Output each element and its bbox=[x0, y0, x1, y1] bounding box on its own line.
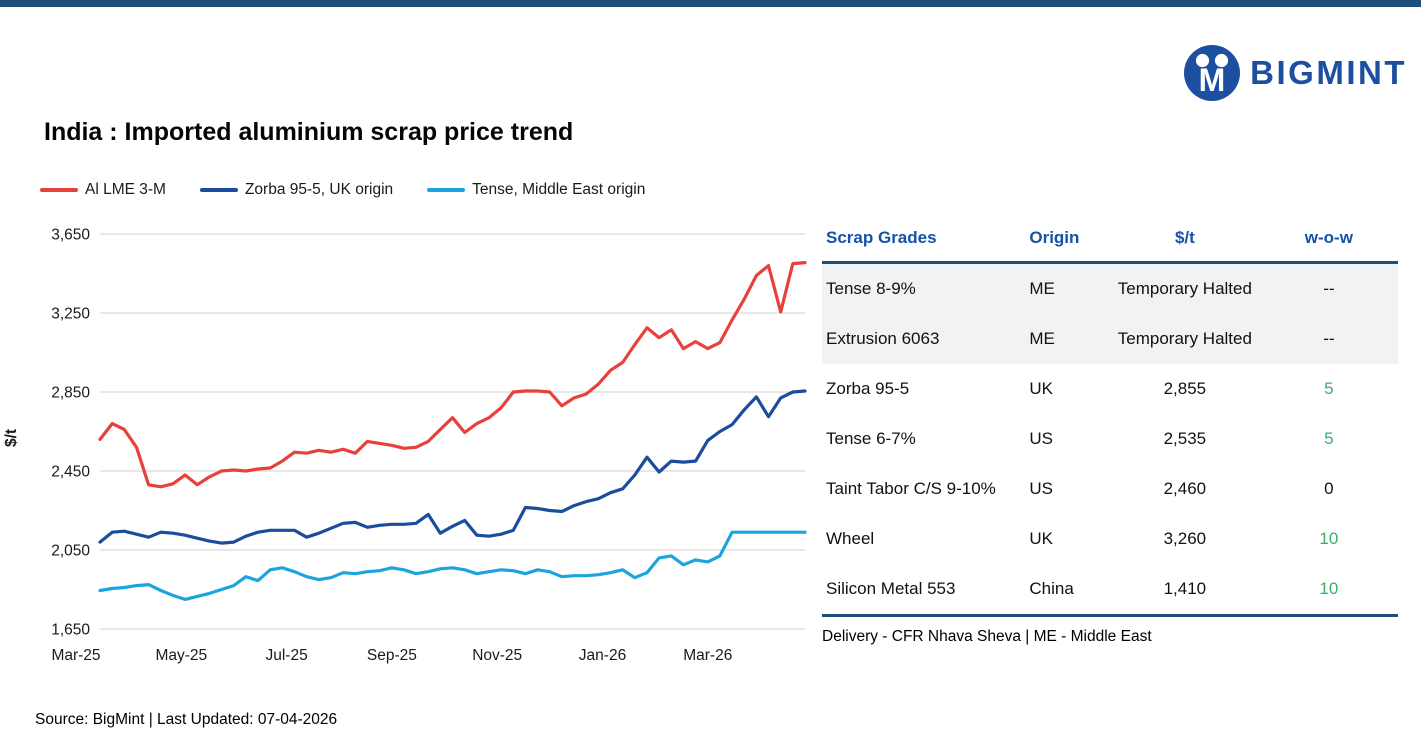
x-tick-label: Jul-25 bbox=[265, 647, 307, 664]
cell-origin: US bbox=[1029, 429, 1053, 448]
chart-area: 3,650 3,250 2,850 2,450 2,050 1,650 $/t Mar-25 M… bbox=[0, 222, 820, 682]
x-tick-label: Mar-26 bbox=[683, 647, 732, 664]
cell-wow: 10 bbox=[1319, 579, 1339, 598]
cell-wow: 5 bbox=[1324, 429, 1334, 448]
cell-wow: -- bbox=[1323, 279, 1335, 298]
legend-swatch-icon bbox=[427, 188, 466, 192]
chart-line bbox=[98, 389, 807, 545]
table-row: Tense 6-7% US 2,535 5 bbox=[822, 414, 1398, 464]
bigmint-logo: M BIGMINT bbox=[1183, 44, 1407, 102]
page-title: India : Imported aluminium scrap price t… bbox=[44, 118, 574, 146]
x-tick-label: May-25 bbox=[155, 647, 207, 664]
x-tick-label: Mar-25 bbox=[51, 647, 100, 664]
svg-text:M: M bbox=[1199, 62, 1226, 98]
cell-grade: Zorba 95-5 bbox=[826, 379, 910, 398]
source-note: Source: BigMint | Last Updated: 07-04-20… bbox=[35, 711, 338, 728]
bigmint-logo-text: BIGMINT bbox=[1250, 54, 1407, 91]
x-tick-label: Nov-25 bbox=[472, 647, 522, 664]
scrap-price-table: Scrap Grades Origin $/t w-o-w Tense 8-9% ME T… bbox=[822, 228, 1398, 646]
cell-grade: Taint Tabor C/S 9-10% bbox=[826, 479, 996, 498]
cell-grade: Tense 6-7% bbox=[826, 429, 916, 448]
cell-origin: US bbox=[1029, 479, 1053, 498]
chart-legend: Al LME 3-M Zorba 95-5, UK origin Tense, Mi… bbox=[40, 181, 645, 199]
cell-origin: ME bbox=[1029, 279, 1055, 298]
y-tick-label: 3,250 bbox=[51, 306, 90, 323]
legend-item-0: Al LME 3-M bbox=[40, 181, 166, 199]
cell-grade: Silicon Metal 553 bbox=[826, 579, 956, 598]
cell-wow: 10 bbox=[1319, 529, 1339, 548]
y-tick-label: 2,450 bbox=[51, 464, 90, 481]
legend-label: Zorba 95-5, UK origin bbox=[244, 181, 394, 198]
chart-line bbox=[98, 530, 807, 601]
y-tick-label: 2,850 bbox=[51, 385, 90, 402]
cell-price: Temporary Halted bbox=[1117, 329, 1252, 348]
legend-swatch-icon bbox=[40, 188, 78, 192]
col-header-grade: Scrap Grades bbox=[826, 228, 937, 247]
cell-wow: 0 bbox=[1324, 479, 1334, 498]
cell-grade: Wheel bbox=[826, 529, 875, 548]
cell-price: 2,460 bbox=[1163, 479, 1207, 498]
top-accent-bar bbox=[0, 0, 1421, 7]
cell-origin: UK bbox=[1029, 529, 1053, 548]
legend-label: Tense, Middle East origin bbox=[472, 181, 646, 198]
cell-wow: 5 bbox=[1324, 379, 1334, 398]
table-row: Taint Tabor C/S 9-10% US 2,460 0 bbox=[822, 464, 1398, 514]
cell-price: 1,410 bbox=[1163, 579, 1207, 598]
table-header-row: Scrap Grades Origin $/t w-o-w bbox=[822, 228, 1398, 264]
table-row: Wheel UK 3,260 10 bbox=[822, 514, 1398, 564]
legend-label: Al LME 3-M bbox=[85, 181, 166, 198]
cell-grade: Tense 8-9% bbox=[826, 279, 916, 298]
table-body: Tense 8-9% ME Temporary Halted -- Extrusion … bbox=[822, 264, 1398, 617]
table-row: Zorba 95-5 UK 2,855 5 bbox=[822, 364, 1398, 414]
y-tick-label: 1,650 bbox=[51, 622, 90, 639]
col-header-price: $/t bbox=[1174, 228, 1195, 247]
table-row: Extrusion 6063 ME Temporary Halted -- bbox=[822, 314, 1398, 364]
cell-origin: ME bbox=[1029, 329, 1055, 348]
y-tick-label: 3,650 bbox=[51, 227, 90, 244]
table-row: Tense 8-9% ME Temporary Halted -- bbox=[822, 264, 1398, 314]
cell-origin: China bbox=[1029, 579, 1074, 598]
cell-price: 2,535 bbox=[1163, 429, 1207, 448]
cell-origin: UK bbox=[1029, 379, 1053, 398]
price-trend-chart: 3,650 3,250 2,850 2,450 2,050 1,650 $/t Mar-25 M… bbox=[3, 227, 807, 664]
x-tick-label: Sep-25 bbox=[367, 647, 417, 664]
table-footnote: Delivery - CFR Nhava Sheva | ME - Middle… bbox=[822, 628, 1152, 645]
cell-price: 3,260 bbox=[1163, 529, 1207, 548]
table-row: Silicon Metal 553 China 1,410 10 bbox=[822, 564, 1398, 614]
col-header-origin: Origin bbox=[1029, 228, 1080, 247]
cell-grade: Extrusion 6063 bbox=[826, 329, 940, 348]
cell-price: Temporary Halted bbox=[1117, 279, 1252, 298]
x-tick-label: Jan-26 bbox=[579, 647, 626, 664]
cell-price: 2,855 bbox=[1163, 379, 1207, 398]
legend-swatch-icon bbox=[199, 188, 238, 192]
chart-line bbox=[98, 260, 807, 489]
legend-item-1: Zorba 95-5, UK origin bbox=[199, 181, 394, 199]
legend-item-2: Tense, Middle East origin bbox=[427, 181, 645, 199]
y-tick-label: 2,050 bbox=[51, 543, 90, 560]
bigmint-logo-icon: M bbox=[1184, 45, 1241, 101]
y-axis-title: $/t bbox=[3, 429, 20, 447]
col-header-wow: w-o-w bbox=[1304, 228, 1353, 247]
cell-wow: -- bbox=[1323, 329, 1335, 348]
